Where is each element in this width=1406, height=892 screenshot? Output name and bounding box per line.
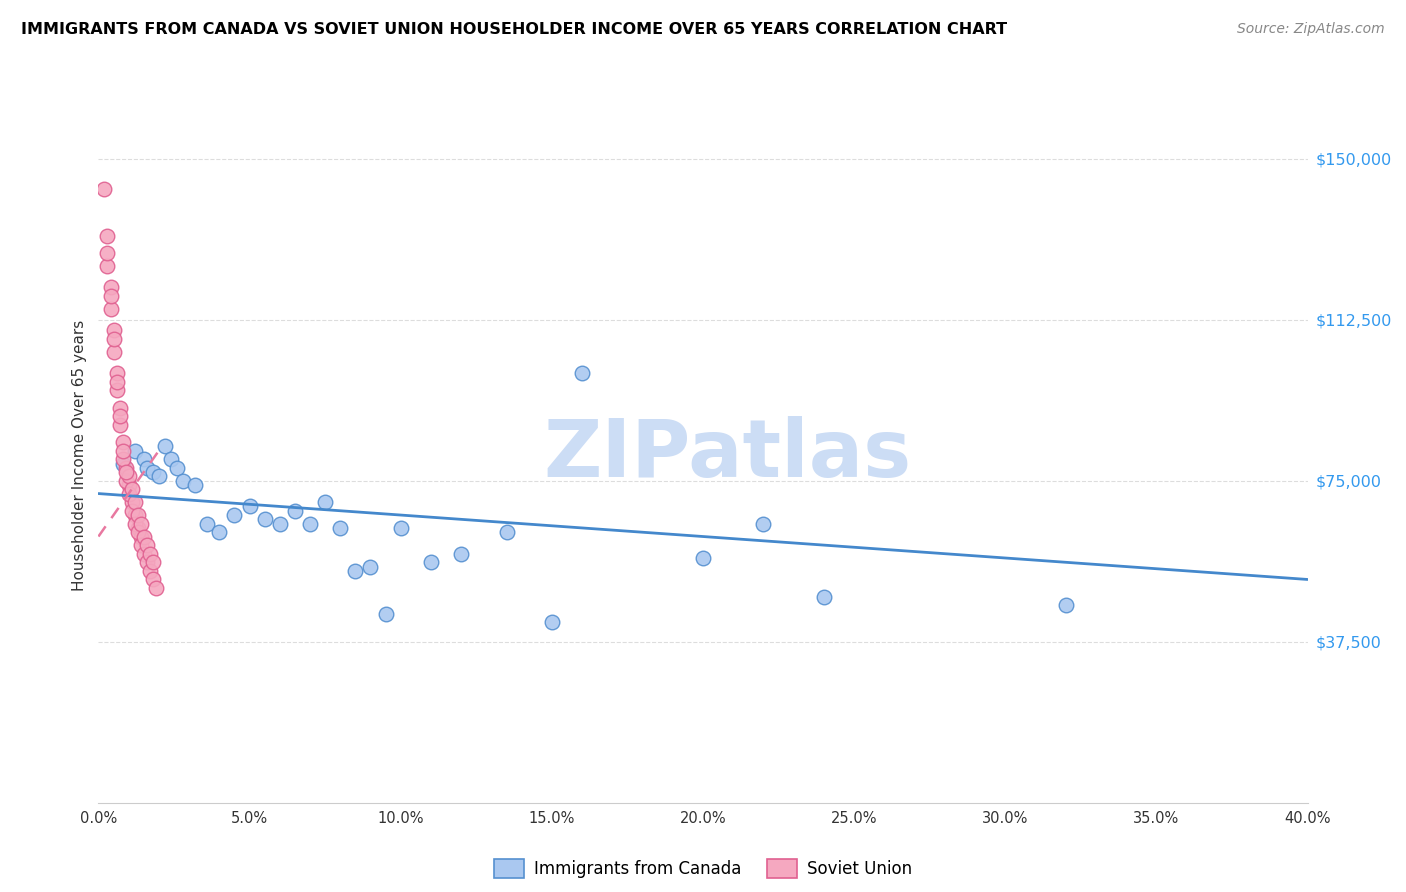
- Point: [129, 516, 152, 531]
- Point: [135, 460, 157, 475]
- Point: [153, 439, 176, 453]
- Point: [105, 375, 128, 389]
- Point: [111, 457, 134, 471]
- Point: [96, 246, 118, 260]
- Text: Source: ZipAtlas.com: Source: ZipAtlas.com: [1237, 22, 1385, 37]
- Point: [100, 301, 122, 316]
- Point: [127, 508, 149, 522]
- Point: [253, 512, 276, 526]
- Point: [374, 607, 396, 621]
- Point: [1054, 599, 1077, 613]
- Point: [495, 525, 517, 540]
- Point: [132, 529, 155, 543]
- Point: [208, 525, 231, 540]
- Legend: Immigrants from Canada, Soviet Union: Immigrants from Canada, Soviet Union: [488, 853, 918, 885]
- Point: [299, 516, 322, 531]
- Point: [124, 443, 146, 458]
- Point: [132, 452, 155, 467]
- Point: [124, 495, 146, 509]
- Point: [132, 547, 155, 561]
- Point: [344, 564, 367, 578]
- Point: [114, 460, 136, 475]
- Point: [329, 521, 352, 535]
- Point: [114, 465, 136, 479]
- Point: [389, 521, 412, 535]
- Point: [127, 521, 149, 535]
- Point: [127, 525, 149, 540]
- Point: [100, 280, 122, 294]
- Point: [121, 483, 143, 497]
- Point: [450, 547, 472, 561]
- Point: [360, 559, 382, 574]
- Point: [314, 495, 336, 509]
- Point: [195, 516, 218, 531]
- Point: [118, 478, 141, 492]
- Point: [269, 516, 291, 531]
- Point: [135, 555, 157, 569]
- Point: [142, 573, 165, 587]
- Point: [284, 504, 307, 518]
- Point: [103, 323, 125, 337]
- Point: [124, 516, 146, 531]
- Point: [118, 486, 141, 500]
- Point: [160, 452, 183, 467]
- Point: [813, 590, 835, 604]
- Point: [139, 547, 162, 561]
- Point: [142, 555, 165, 569]
- Point: [420, 555, 443, 569]
- Point: [96, 228, 118, 243]
- Point: [148, 469, 170, 483]
- Point: [571, 367, 593, 381]
- Y-axis label: Householder Income Over 65 years: Householder Income Over 65 years: [72, 319, 87, 591]
- Point: [105, 367, 128, 381]
- Point: [103, 332, 125, 346]
- Point: [108, 401, 131, 415]
- Point: [124, 508, 146, 522]
- Point: [121, 504, 143, 518]
- Point: [105, 384, 128, 398]
- Point: [114, 474, 136, 488]
- Text: ZIPatlas: ZIPatlas: [543, 416, 911, 494]
- Point: [142, 465, 165, 479]
- Point: [93, 181, 115, 195]
- Point: [129, 529, 152, 543]
- Point: [103, 344, 125, 359]
- Point: [111, 443, 134, 458]
- Point: [139, 564, 162, 578]
- Point: [129, 538, 152, 552]
- Point: [100, 289, 122, 303]
- Point: [224, 508, 246, 522]
- Point: [96, 259, 118, 273]
- Point: [752, 516, 775, 531]
- Point: [118, 469, 141, 483]
- Point: [108, 417, 131, 432]
- Text: IMMIGRANTS FROM CANADA VS SOVIET UNION HOUSEHOLDER INCOME OVER 65 YEARS CORRELAT: IMMIGRANTS FROM CANADA VS SOVIET UNION H…: [21, 22, 1007, 37]
- Point: [540, 615, 562, 630]
- Point: [111, 452, 134, 467]
- Point: [108, 409, 131, 424]
- Point: [172, 474, 194, 488]
- Point: [184, 478, 207, 492]
- Point: [135, 538, 157, 552]
- Point: [121, 495, 143, 509]
- Point: [239, 500, 262, 514]
- Point: [111, 435, 134, 450]
- Point: [145, 581, 167, 595]
- Point: [692, 551, 714, 566]
- Point: [166, 460, 188, 475]
